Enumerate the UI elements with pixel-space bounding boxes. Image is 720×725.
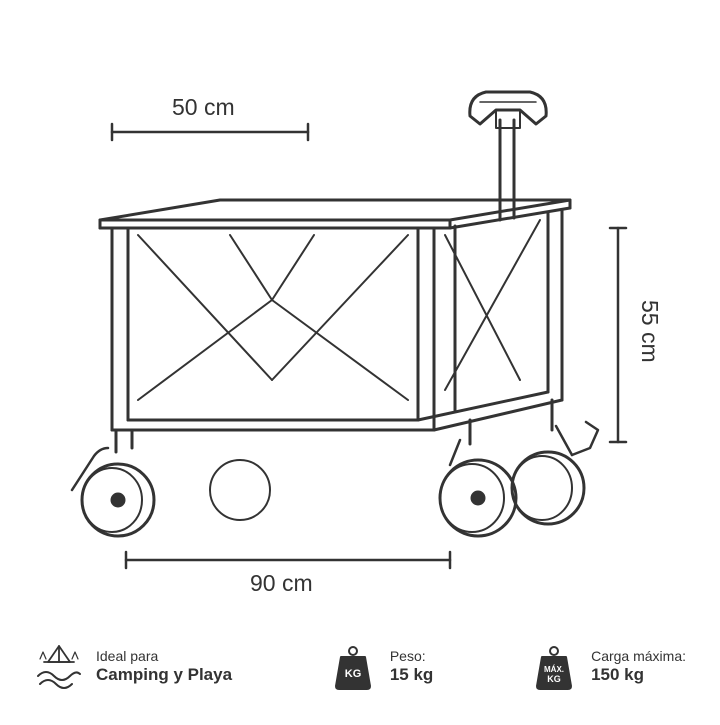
info-weight: KG Peso: 15 kg [328,642,433,692]
weight-icon: KG [328,642,378,692]
maxload-icon: MÁX. KG [529,642,579,692]
dim-height-label: 55 cm [636,300,663,363]
info-usage: Ideal para Camping y Playa [34,642,232,692]
cart-drawing [0,0,720,720]
weight-label: Peso: [390,648,433,665]
info-maxload: MÁX. KG Carga máxima: 150 kg [529,642,686,692]
maxload-label: Carga máxima: [591,648,686,665]
svg-text:KG: KG [547,674,561,684]
info-row: Ideal para Camping y Playa KG Peso: 15 k… [34,642,686,692]
maxload-value: 150 kg [591,665,686,685]
product-diagram: 50 cm 55 cm 90 cm Ideal pa [0,0,720,720]
usage-value: Camping y Playa [96,665,232,685]
usage-label: Ideal para [96,648,232,665]
dim-length-label: 90 cm [250,570,313,597]
svg-text:KG: KG [345,668,362,680]
camping-beach-icon [34,642,84,692]
svg-text:MÁX.: MÁX. [544,665,564,674]
dim-width-label: 50 cm [172,94,235,121]
weight-value: 15 kg [390,665,433,685]
